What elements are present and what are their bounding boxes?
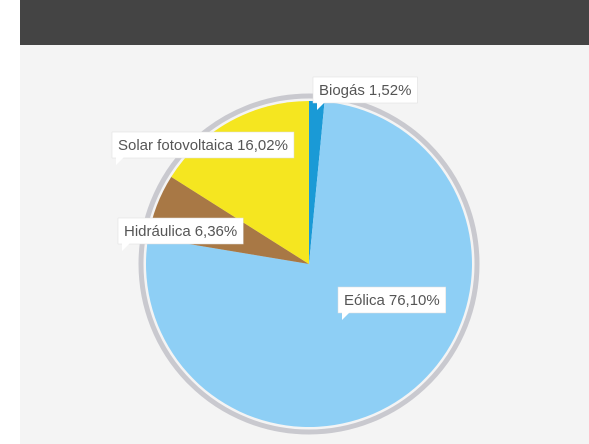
label-box xyxy=(337,286,446,314)
pie-slice xyxy=(145,101,472,428)
pie-slice xyxy=(309,101,325,264)
label-name: Biogás xyxy=(319,82,365,99)
label-text: Hidráulica 6,36% xyxy=(124,223,237,240)
label-name: Solar fotovoltaica xyxy=(118,137,234,154)
label-box xyxy=(312,76,418,104)
slice-label: Eólica 76,10% xyxy=(337,286,446,320)
label-pointer xyxy=(342,312,350,320)
label-text: Eólica 76,10% xyxy=(344,292,440,309)
label-value: 16,02% xyxy=(237,137,288,154)
label-name: Hidráulica xyxy=(124,223,191,240)
label-value: 76,10% xyxy=(389,292,440,309)
header-bar xyxy=(20,0,589,45)
label-text: Biogás 1,52% xyxy=(319,82,411,99)
label-value: 6,36% xyxy=(195,223,238,240)
label-box xyxy=(111,131,295,159)
labels: Biogás 1,52% Eólica 76,10% Hidráulica 6,36% So… xyxy=(111,76,446,320)
label-name: Eólica xyxy=(344,292,386,309)
label-pointer xyxy=(122,243,130,251)
label-text: Solar fotovoltaica 16,02% xyxy=(118,137,288,154)
label-pointer xyxy=(317,102,325,110)
label-pointer xyxy=(116,157,124,165)
label-value: 1,52% xyxy=(369,82,412,99)
slice-label: Solar fotovoltaica 16,02% xyxy=(111,131,295,165)
slice-label: Biogás 1,52% xyxy=(312,76,418,110)
pie-ring xyxy=(138,93,480,435)
slice-label: Hidráulica 6,36% xyxy=(117,217,244,251)
label-box xyxy=(117,217,244,245)
